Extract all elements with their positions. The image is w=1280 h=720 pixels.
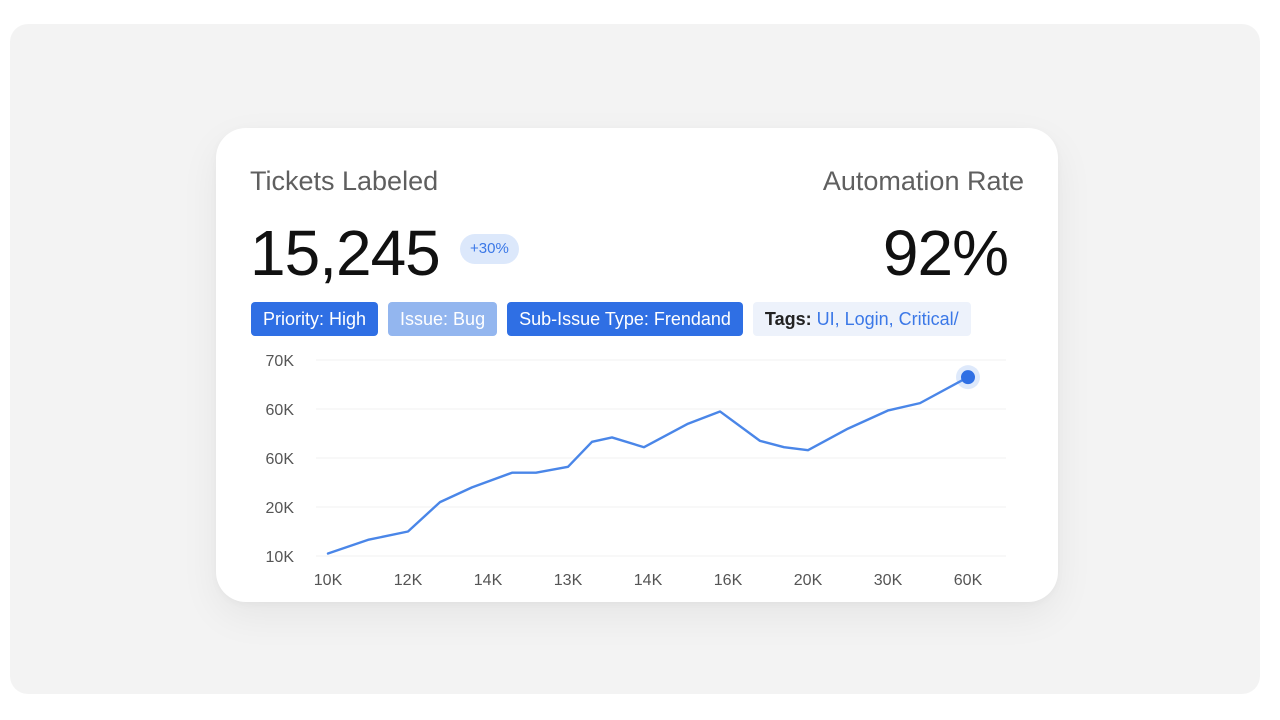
x-tick-label: 10K	[314, 572, 343, 589]
y-tick-label: 60K	[266, 402, 295, 419]
line-chart: 10K 20K 60K 60K 70K 10K 12K 14K 13K 14K 16K 20K 30K 6…	[266, 353, 1006, 589]
metrics-card: Tickets Labeled 15,245 +30% Automation R…	[216, 128, 1058, 602]
x-tick-label: 60K	[954, 572, 983, 589]
y-tick-label: 60K	[266, 451, 295, 468]
series-line	[326, 375, 970, 555]
x-tick-label: 20K	[794, 572, 823, 589]
filter-chip-issue[interactable]: Issue: Bug	[388, 302, 498, 336]
x-tick-label: 14K	[634, 572, 663, 589]
x-tick-label: 16K	[714, 572, 743, 589]
tags-chip-label: Tags:	[764, 309, 812, 329]
x-tick-label: 30K	[874, 572, 903, 589]
filter-chip-tags[interactable]: Tags: UI, Login, Critical/	[752, 302, 971, 336]
x-tick-label: 14K	[474, 572, 503, 589]
tickets-labeled-value: 15,245	[250, 217, 441, 289]
filter-chips: Priority: High Issue: Bug Sub-Issue Type…	[251, 302, 971, 336]
x-tick-label: 13K	[554, 572, 583, 589]
filter-chip-sub-issue[interactable]: Sub-Issue Type: Frendand	[507, 302, 743, 336]
automation-rate-value: 92%	[882, 217, 1009, 289]
y-tick-label: 70K	[266, 353, 295, 370]
y-tick-label: 10K	[266, 549, 295, 566]
x-tick-label: 12K	[394, 572, 423, 589]
y-tick-label: 20K	[266, 500, 295, 517]
last-point-marker	[961, 370, 975, 385]
filter-chip-priority[interactable]: Priority: High	[251, 302, 379, 336]
tickets-labeled-label: Tickets Labeled	[250, 166, 439, 196]
automation-rate-label: Automation Rate	[822, 166, 1024, 196]
delta-badge: +30%	[460, 234, 519, 264]
tags-chip-value: UI, Login, Critical/	[816, 309, 959, 329]
